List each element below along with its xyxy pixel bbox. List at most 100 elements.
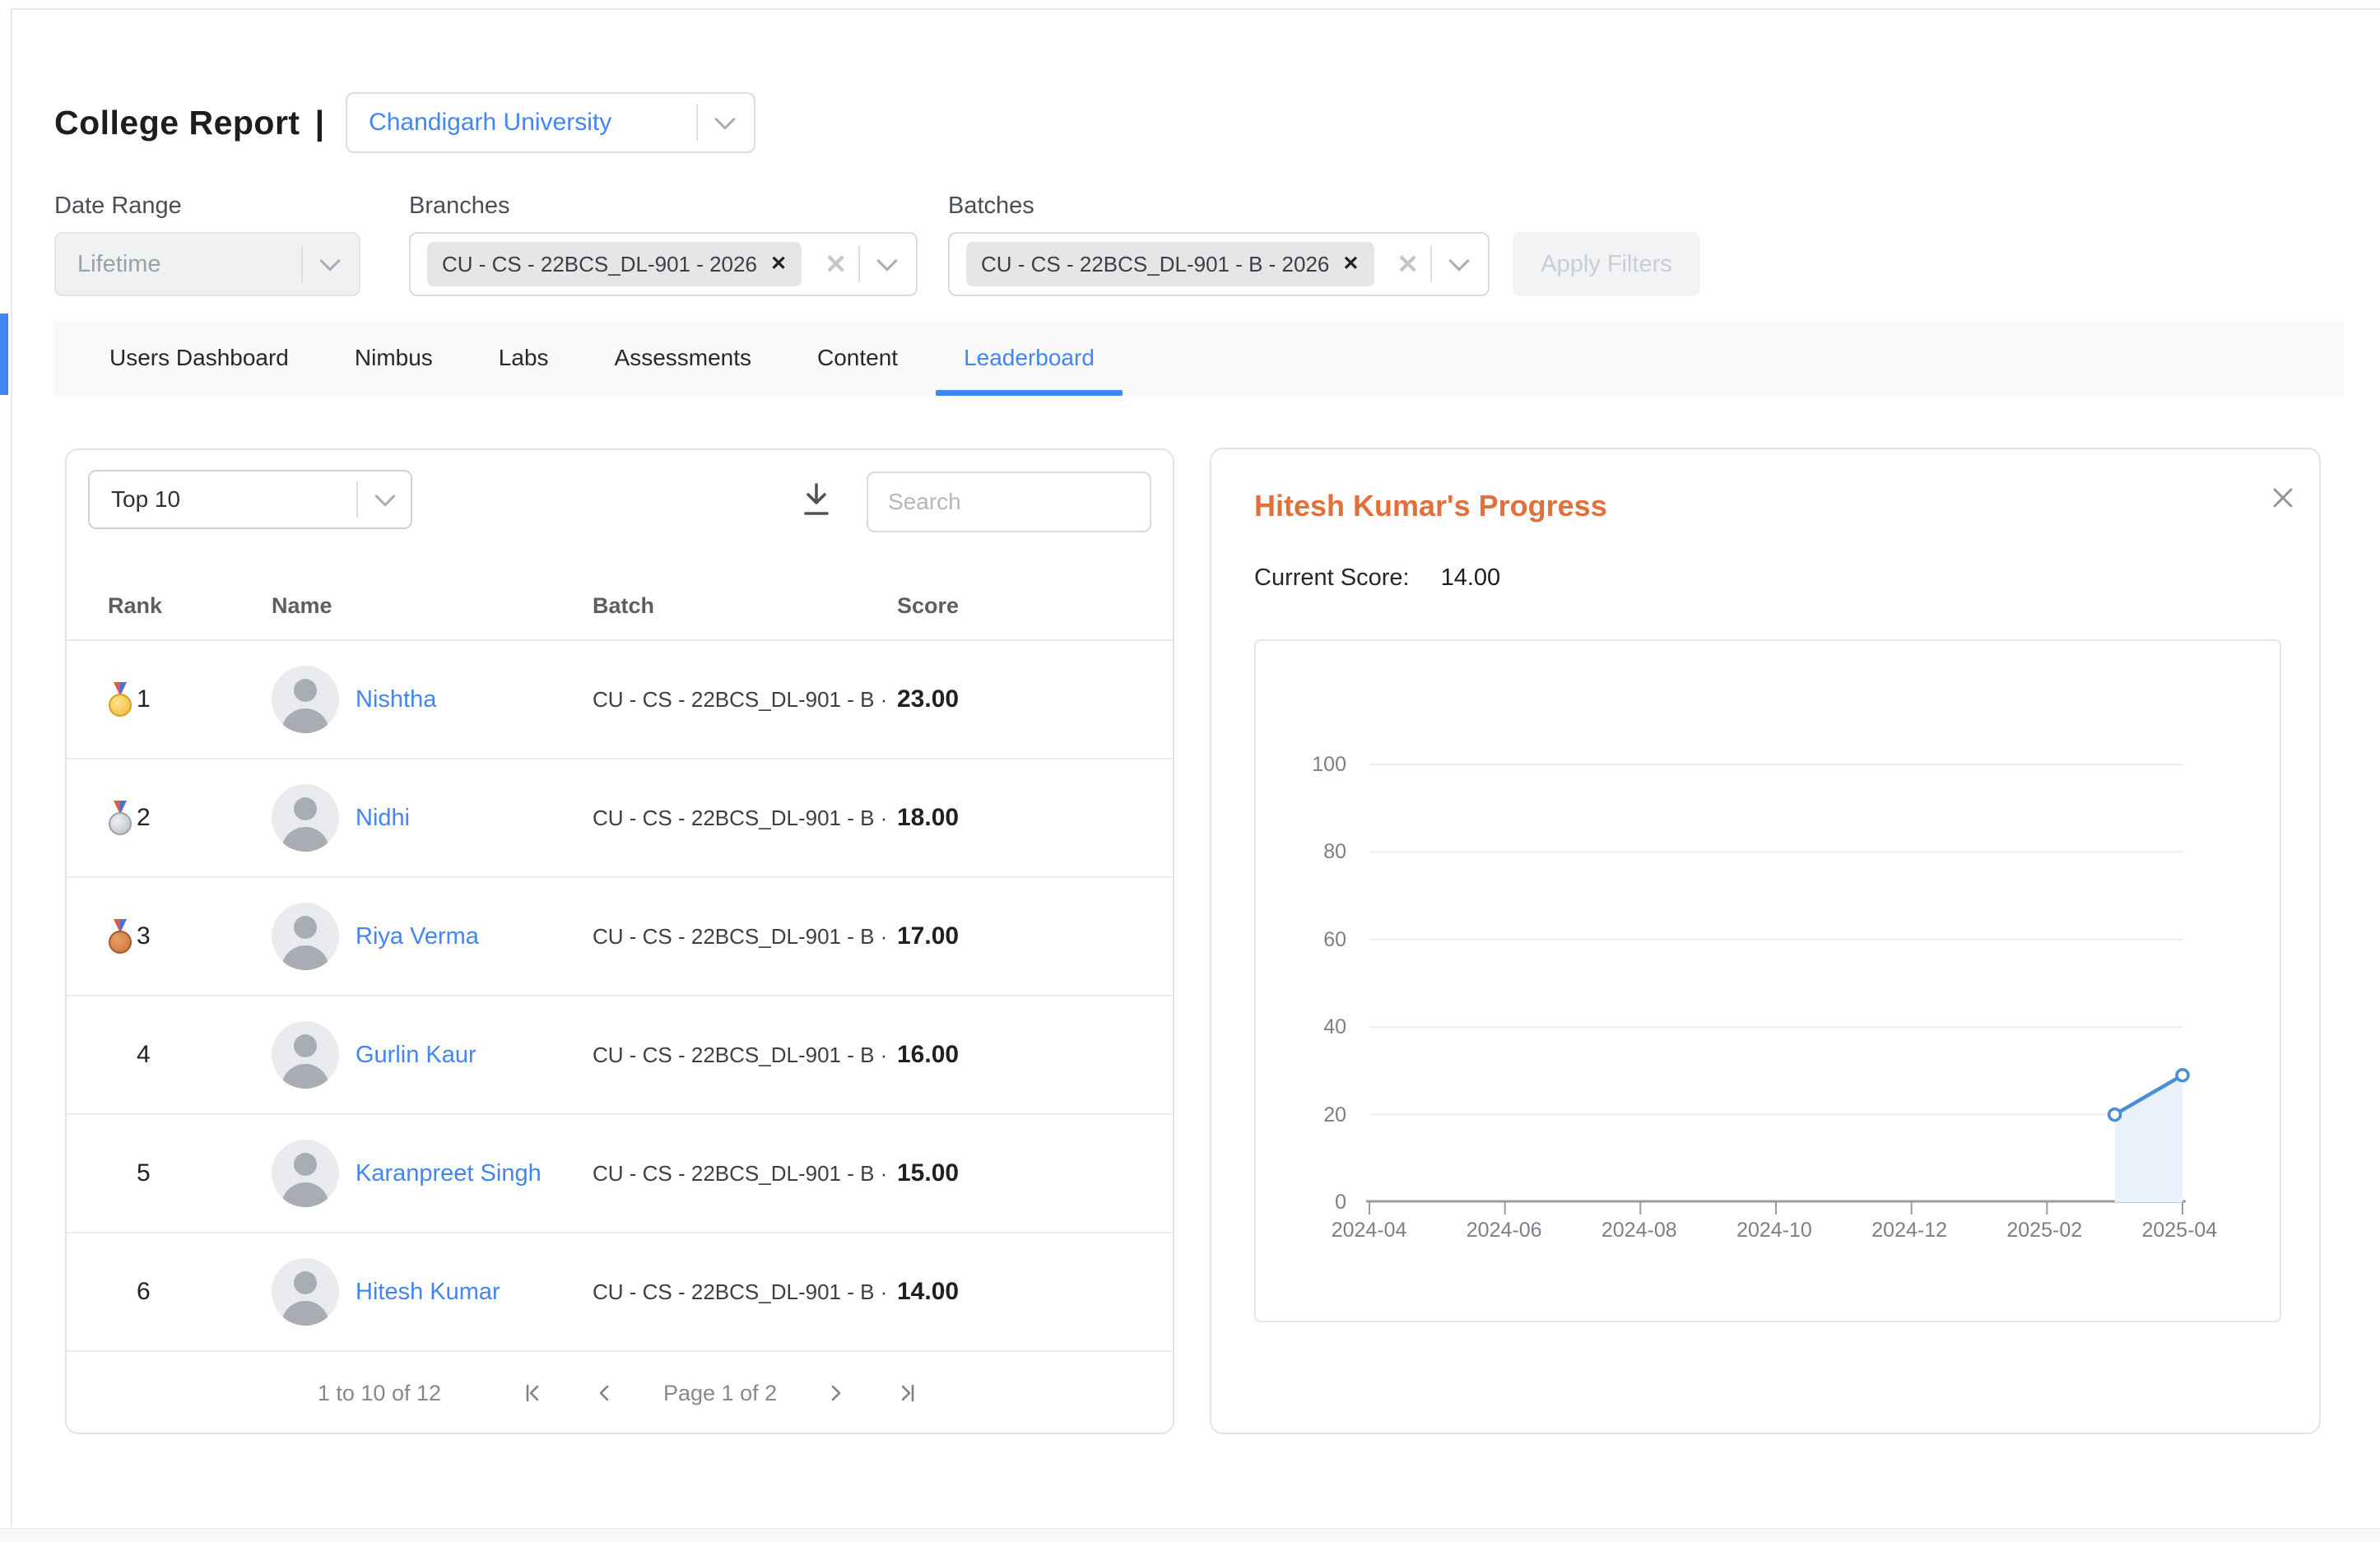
batch-value: CU - CS - 22BCS_DL-901 - B ·: [593, 1279, 888, 1304]
pagination-range: 1 to 10 of 12: [317, 1380, 441, 1405]
tab-content[interactable]: Content: [817, 345, 899, 370]
x-tick-label: 2024-04: [1331, 1219, 1407, 1242]
y-tick-label: 20: [1323, 1103, 1346, 1126]
top-border: [11, 8, 2380, 10]
y-tick-label: 60: [1323, 928, 1346, 951]
current-score-label: Current Score:: [1254, 564, 1410, 591]
tab-nimbus[interactable]: Nimbus: [354, 345, 433, 370]
y-tick-label: 0: [1335, 1191, 1346, 1214]
last-page-button[interactable]: [894, 1379, 922, 1407]
batch-value: CU - CS - 22BCS_DL-901 - B ·: [593, 1160, 888, 1186]
left-scroll-indicator: [0, 314, 8, 395]
chevron-down-icon: [1448, 250, 1470, 272]
table-body: 1 Nishtha CU - CS - 22BCS_DL-901 - B · 2…: [67, 641, 1173, 1352]
student-name-link[interactable]: Gurlin Kaur: [356, 1041, 476, 1068]
avatar: [272, 1258, 339, 1326]
download-icon: [804, 483, 829, 515]
chevron-right-icon: [831, 1385, 841, 1401]
download-button[interactable]: [797, 480, 835, 519]
column-header-batch: Batch: [593, 592, 655, 618]
student-name-link[interactable]: Nidhi: [356, 804, 411, 831]
x-tick-label: 2024-12: [1871, 1219, 1948, 1242]
line-chart: [1366, 764, 2190, 1215]
batch-chip-label: CU - CS - 22BCS_DL-901 - B - 2026: [981, 251, 1330, 276]
select-divider: [858, 246, 860, 282]
batches-label: Batches: [948, 193, 1034, 219]
bottom-strip: [0, 1528, 2380, 1542]
current-score-value: 14.00: [1440, 564, 1501, 591]
score-value: 18.00: [897, 804, 960, 831]
chevron-left-icon: [599, 1385, 609, 1401]
batches-clear-icon[interactable]: ✕: [1397, 249, 1419, 279]
current-score-row: Current Score: 14.00: [1254, 564, 1500, 592]
date-range-select[interactable]: Lifetime: [54, 232, 360, 296]
rank-value: 2: [137, 804, 151, 831]
tab-leaderboard[interactable]: Leaderboard: [931, 320, 1127, 396]
score-value: 23.00: [897, 685, 960, 713]
top-n-select[interactable]: Top 10: [88, 470, 412, 529]
first-page-icon: [526, 1384, 539, 1402]
student-name-link[interactable]: Riya Verma: [356, 922, 479, 950]
table-row[interactable]: 2 Nidhi CU - CS - 22BCS_DL-901 - B · 18.…: [67, 759, 1173, 878]
select-divider: [301, 246, 303, 282]
x-axis: [1366, 1200, 2186, 1215]
column-header-name: Name: [272, 592, 332, 618]
x-tick-label: 2024-06: [1466, 1219, 1542, 1242]
batch-chip: CU - CS - 22BCS_DL-901 - B - 2026 ✕: [966, 242, 1374, 286]
table-row[interactable]: 6 Hitesh Kumar CU - CS - 22BCS_DL-901 - …: [67, 1233, 1173, 1352]
university-select[interactable]: Chandigarh University: [346, 92, 756, 153]
student-name-link[interactable]: Hitesh Kumar: [356, 1278, 500, 1305]
university-select-value: Chandigarh University: [369, 109, 612, 136]
avatar: [272, 1140, 339, 1207]
header: College Report | Chandigarh University: [54, 92, 756, 153]
chevron-down-icon: [319, 250, 341, 272]
close-button[interactable]: [2265, 481, 2301, 517]
medal-icon: [108, 682, 132, 717]
pagination: 1 to 10 of 12 Page 1 of 2: [67, 1352, 1173, 1434]
top-n-value: Top 10: [111, 486, 181, 512]
tab-bar: Users Dashboard Nimbus Labs Assessments …: [53, 320, 2344, 396]
next-page-button[interactable]: [821, 1379, 849, 1407]
batch-value: CU - CS - 22BCS_DL-901 - B ·: [593, 1042, 888, 1067]
branches-select[interactable]: CU - CS - 22BCS_DL-901 - 2026 ✕ ✕: [409, 232, 918, 296]
branches-clear-icon[interactable]: ✕: [825, 249, 847, 279]
pagination-page: Page 1 of 2: [663, 1380, 778, 1405]
close-icon: [2273, 488, 2293, 507]
tab-assessments[interactable]: Assessments: [614, 345, 752, 370]
avatar: [272, 784, 339, 852]
tab-labs[interactable]: Labs: [498, 345, 549, 370]
page-title: College Report: [54, 103, 300, 142]
table-row[interactable]: 4 Gurlin Kaur CU - CS - 22BCS_DL-901 - B…: [67, 996, 1173, 1115]
tab-users-dashboard[interactable]: Users Dashboard: [109, 345, 289, 370]
rank-value: 6: [137, 1278, 151, 1305]
branch-chip-remove-icon[interactable]: ✕: [769, 253, 788, 275]
branch-chip: CU - CS - 22BCS_DL-901 - 2026 ✕: [427, 242, 802, 286]
x-tick-label: 2024-10: [1736, 1219, 1812, 1242]
batch-value: CU - CS - 22BCS_DL-901 - B ·: [593, 805, 888, 830]
batch-value: CU - CS - 22BCS_DL-901 - B ·: [593, 686, 888, 712]
student-name-link[interactable]: Nishtha: [356, 685, 437, 713]
student-name-link[interactable]: Karanpreet Singh: [356, 1159, 542, 1187]
column-header-score: Score: [897, 592, 960, 618]
batch-value: CU - CS - 22BCS_DL-901 - B ·: [593, 923, 888, 949]
score-value: 14.00: [897, 1278, 960, 1305]
select-divider: [356, 481, 358, 518]
table-row[interactable]: 1 Nishtha CU - CS - 22BCS_DL-901 - B · 2…: [67, 641, 1173, 759]
previous-page-button[interactable]: [591, 1379, 619, 1407]
apply-filters-button[interactable]: Apply Filters: [1513, 232, 1700, 296]
y-tick-label: 100: [1312, 753, 1346, 776]
table-row[interactable]: 3 Riya Verma CU - CS - 22BCS_DL-901 - B …: [67, 878, 1173, 996]
table-row[interactable]: 5 Karanpreet Singh CU - CS - 22BCS_DL-90…: [67, 1115, 1173, 1233]
batch-chip-remove-icon[interactable]: ✕: [1342, 253, 1360, 275]
rank-value: 1: [137, 685, 151, 713]
first-page-button[interactable]: [518, 1379, 546, 1407]
leaderboard-card: Top 10 Rank Name Batch Score 1 Nishtha C…: [65, 448, 1174, 1434]
batches-select[interactable]: CU - CS - 22BCS_DL-901 - B - 2026 ✕ ✕: [948, 232, 1490, 296]
score-value: 15.00: [897, 1159, 960, 1187]
search-input[interactable]: [867, 471, 1151, 532]
x-tick-label: 2025-04: [2141, 1219, 2218, 1242]
avatar: [272, 903, 339, 970]
avatar: [272, 666, 339, 733]
medal-icon: [108, 801, 132, 835]
